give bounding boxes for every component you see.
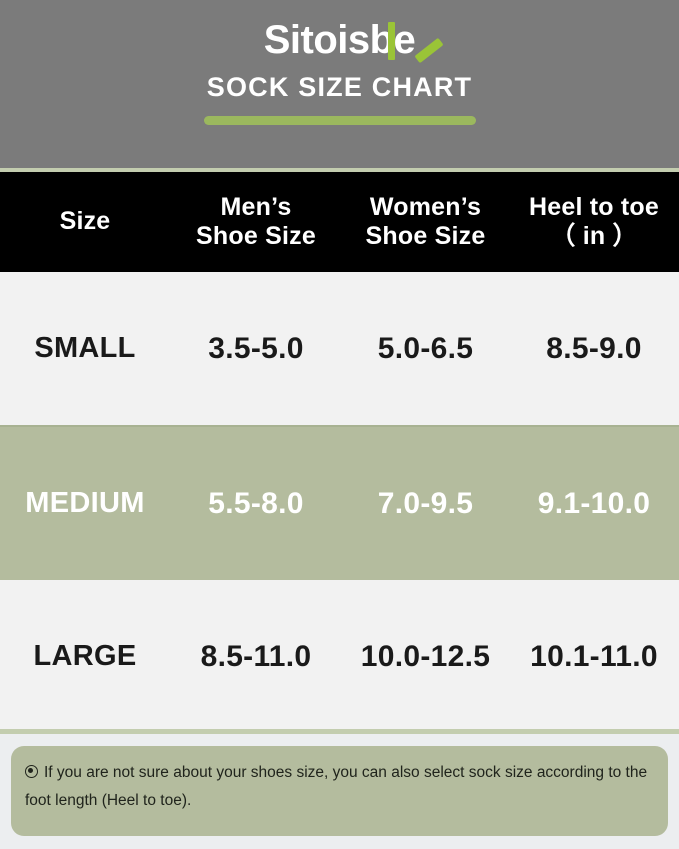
table-bottom-divider [0,729,679,734]
column-header-womens-line1: Women’s [369,192,482,221]
table-row: MEDIUM 5.5-8.0 7.0-9.5 9.1-10.0 [0,425,679,580]
cell-size: MEDIUM [25,487,145,519]
radio-bullet-icon [25,765,38,778]
logo-accent-slash-icon [414,37,444,64]
cell-size: SMALL [34,332,136,364]
column-header-heel-to-toe: Heel to toe （ in ） [509,193,679,252]
column-header-heel-line2: （ in ） [550,222,638,250]
header-sage-strip [0,168,679,172]
cell-size: LARGE [33,640,137,672]
column-header-heel-line1: Heel to toe [529,192,659,221]
brand-logo: Sitoisbe [264,20,444,64]
cell-womens-shoe-size: 7.0-9.5 [377,486,474,520]
column-header-womens-shoe-size: Women’s Shoe Size [342,193,509,252]
cell-heel-to-toe: 9.1-10.0 [537,486,651,520]
column-header-mens-line2: Shoe Size [196,222,316,250]
title-divider [203,116,476,125]
footer: If you are not sure about your shoes siz… [0,734,679,849]
cell-mens-shoe-size: 5.5-8.0 [208,486,304,520]
cell-heel-to-toe: 8.5-9.0 [546,331,642,365]
footer-note: If you are not sure about your shoes siz… [11,746,668,836]
column-header-mens-line1: Men’s [220,192,292,221]
logo-accent-stem-icon [387,22,395,60]
size-table: Size Men’s Shoe Size Women’s Shoe Size H… [0,172,679,733]
table-row: SMALL 3.5-5.0 5.0-6.5 8.5-9.0 [0,272,679,425]
table-header-row: Size Men’s Shoe Size Women’s Shoe Size H… [0,172,679,272]
table-row: LARGE 8.5-11.0 10.0-12.5 10.1-11.0 [0,580,679,733]
footer-note-text: If you are not sure about your shoes siz… [25,764,648,809]
cell-mens-shoe-size: 8.5-11.0 [200,639,312,673]
cell-heel-to-toe: 10.1-11.0 [530,639,658,673]
cell-mens-shoe-size: 3.5-5.0 [208,331,304,365]
brand-header: Sitoisbe SOCK SIZE CHART [0,0,679,168]
cell-womens-shoe-size: 10.0-12.5 [360,639,491,673]
column-header-size: Size [0,207,170,237]
cell-womens-shoe-size: 5.0-6.5 [377,331,474,365]
column-header-womens-line2: Shoe Size [365,222,486,250]
column-header-mens-shoe-size: Men’s Shoe Size [170,193,342,252]
column-header-size-line1: Size [59,207,111,236]
page-title: SOCK SIZE CHART [206,72,473,102]
